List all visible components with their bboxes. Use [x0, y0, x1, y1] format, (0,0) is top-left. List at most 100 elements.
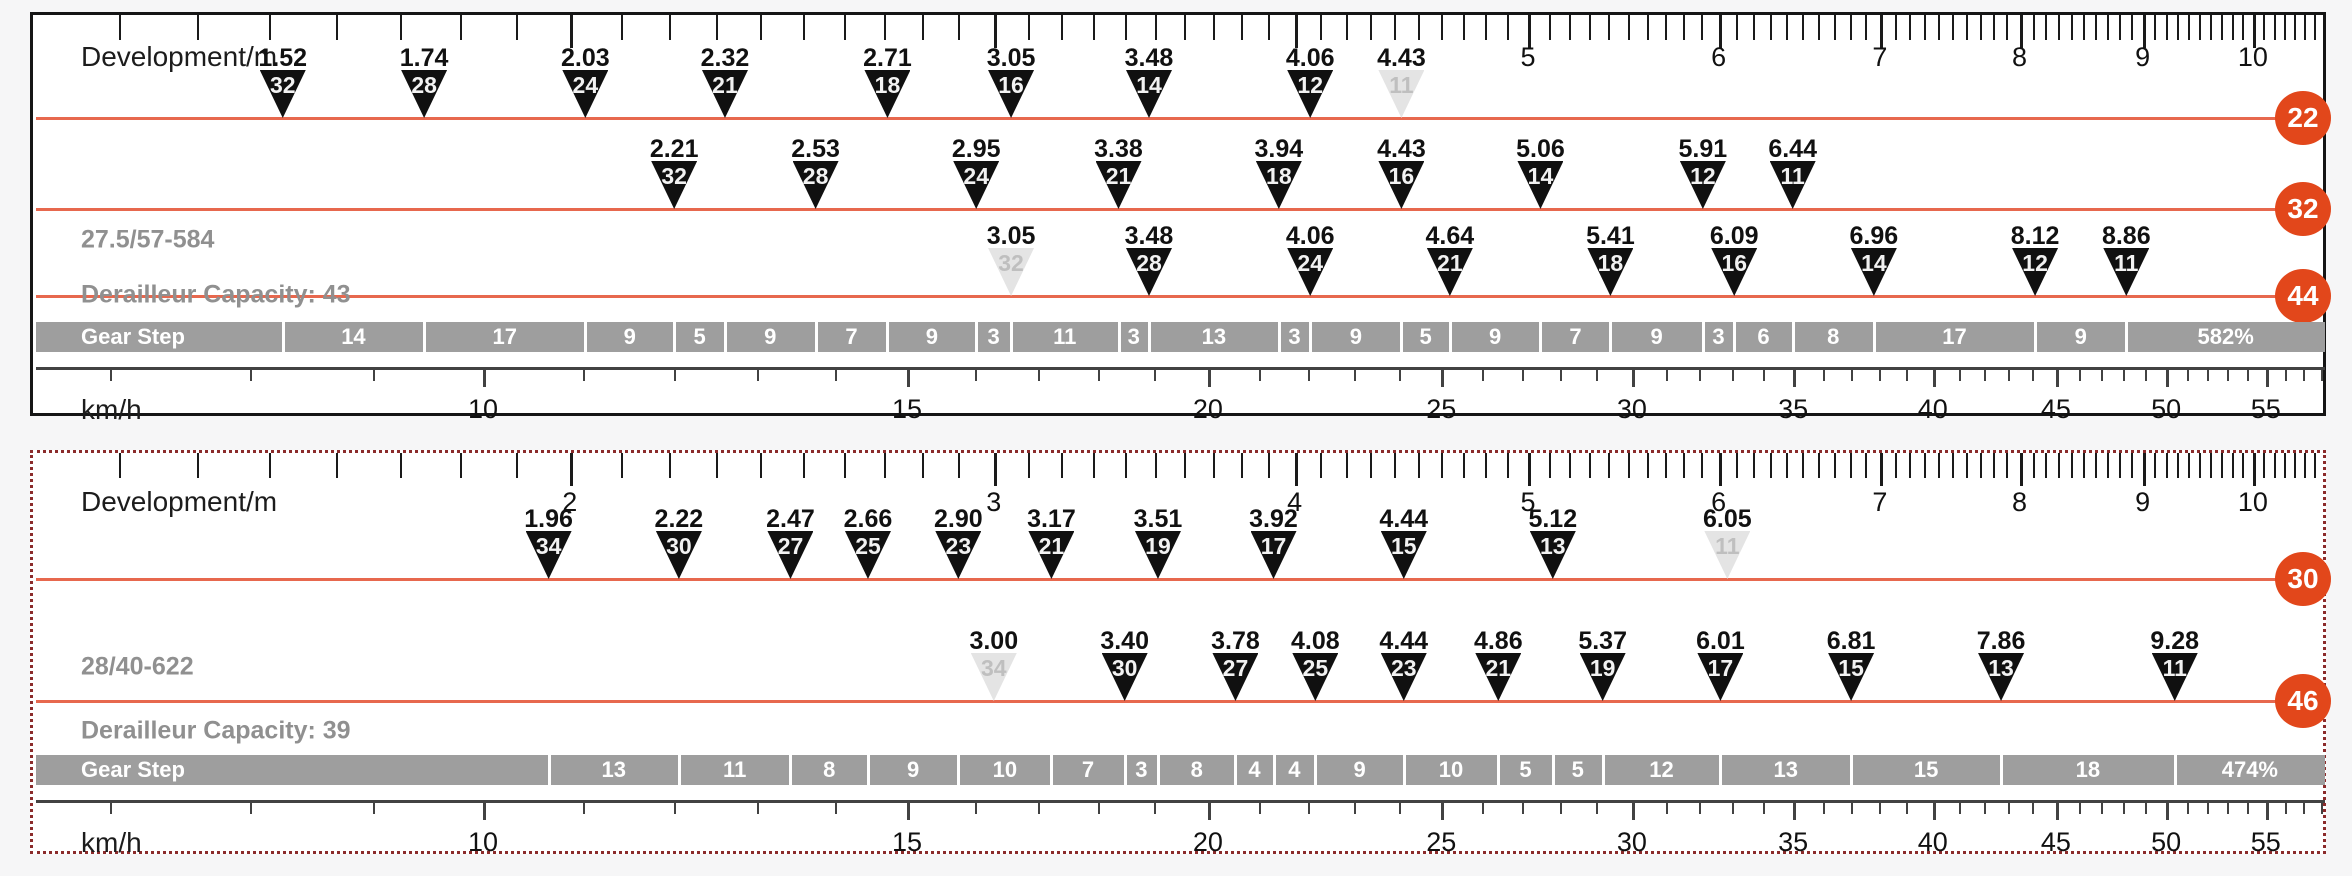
chainring-line: [36, 208, 2325, 211]
dev-axis-tick: [2165, 15, 2168, 40]
dev-axis-tick: [844, 15, 847, 40]
cog-teeth-label: 15: [1838, 655, 1864, 681]
gear-range-total: 582%: [2197, 324, 2254, 349]
gear-step-divider: [2034, 322, 2038, 352]
gear-range-total: 474%: [2221, 757, 2278, 782]
dev-axis-tick-label: 6: [1711, 487, 1727, 517]
gear-marker-triangle: 32: [651, 161, 698, 209]
gear-step-value: 9: [2074, 324, 2087, 349]
dev-axis-tick: [2188, 453, 2191, 478]
dev-axis-tick: [2165, 453, 2168, 478]
dev-axis-tick: [1979, 453, 1982, 478]
speed-tick-label: 35: [1778, 394, 1809, 424]
speed-axis-tick: [1398, 803, 1401, 814]
speed-axis-tick: [1037, 370, 1040, 381]
gear-step-divider: [1402, 755, 1406, 785]
dev-axis-tick: [2303, 453, 2306, 478]
gear-development-value: 3.78: [1211, 627, 1260, 655]
gear-development-value: 1.74: [399, 44, 449, 72]
dev-axis-tick: [2252, 453, 2256, 486]
gear-step-divider: [1010, 322, 1014, 352]
cog-teeth-label: 34: [980, 655, 1007, 681]
cog-teeth-label: 11: [1389, 72, 1414, 98]
gear-marker-triangle: 11: [1769, 161, 1816, 209]
speed-axis-tick: [2186, 803, 2189, 814]
gear-step-divider: [1497, 755, 1501, 785]
dev-axis-tick: [2188, 15, 2191, 40]
gear-marker-triangle: 25: [844, 531, 891, 579]
gear-marker-triangle: 18: [864, 70, 911, 118]
gear-development-value: 2.47: [766, 505, 815, 533]
speed-axis-tick: [1762, 370, 1765, 381]
cog-teeth-label: 19: [1589, 655, 1616, 681]
dev-axis-tick: [1802, 15, 1805, 40]
dev-axis-tick: [268, 15, 271, 40]
dev-axis-tick: [1701, 15, 1704, 40]
gear-development-value: 3.92: [1249, 505, 1298, 533]
gear-marker-triangle: 32: [988, 248, 1035, 296]
speed-axis-tick: [2284, 370, 2287, 381]
gear-development-value: 2.32: [700, 44, 750, 72]
dev-axis-tick: [1683, 453, 1686, 478]
dev-axis-tick: [1627, 15, 1630, 40]
dev-axis-tick: [715, 15, 718, 40]
dev-axis-tick: [1061, 453, 1064, 478]
dev-axis-tick: [1028, 453, 1031, 478]
speed-axis-tick: [2032, 803, 2035, 814]
dev-axis-tick: [1394, 15, 1397, 40]
cog-teeth-label: 30: [1111, 655, 1138, 681]
dev-axis-tick: [516, 453, 519, 478]
cog-teeth-label: 11: [1780, 163, 1805, 189]
dev-axis-tick: [2131, 15, 2133, 40]
dev-axis-tick: [2082, 453, 2085, 478]
dev-axis-tick: [1909, 15, 1912, 40]
dev-axis-tick: [958, 15, 961, 40]
gear-marker-triangle: 30: [655, 531, 702, 579]
dev-axis-tick: [2313, 453, 2316, 478]
cog-teeth-label: 30: [666, 533, 692, 559]
dev-axis-tick: [1769, 453, 1772, 478]
cog-teeth-label: 17: [1260, 533, 1287, 559]
speed-axis-tick: [1666, 370, 1669, 381]
gear-step-value: 4: [1248, 757, 1261, 782]
dev-axis-tick: [2045, 15, 2048, 40]
dev-axis-tick: [1370, 15, 1373, 40]
dev-axis-tick: [1752, 453, 1755, 478]
gear-development-value: 3.51: [1133, 505, 1183, 533]
gear-development-value: 2.71: [863, 44, 912, 72]
gear-marker-triangle: 28: [792, 161, 839, 209]
dev-axis-tick-label: 7: [1872, 487, 1888, 517]
cog-teeth-label: 32: [269, 72, 296, 98]
dev-axis-tick: [883, 453, 886, 478]
gear-marker-triangle: 12: [2012, 248, 2059, 296]
gear-marker-triangle: 23: [1380, 653, 1427, 701]
cog-teeth-label: 14: [1861, 250, 1887, 276]
speed-axis-tick: [1258, 803, 1261, 814]
gear-development-value: 5.06: [1516, 135, 1565, 163]
gear-development-value: 1.52: [258, 44, 308, 72]
gear-development-value: 3.17: [1027, 505, 1076, 533]
gear-step-divider: [423, 322, 427, 352]
dev-axis-tick: [1240, 15, 1243, 40]
gear-step-divider: [673, 322, 677, 352]
speed-axis-title: km/h: [81, 827, 142, 858]
dev-axis-tick: [921, 453, 924, 478]
dev-axis-tick: [1665, 15, 1668, 40]
speed-axis-tick: [1631, 370, 1635, 387]
dev-axis-tick-label: 9: [2135, 487, 2151, 517]
gear-development-value: 3.05: [986, 44, 1036, 72]
gear-step-divider: [1148, 322, 1151, 352]
gear-step-divider: [1872, 322, 1876, 352]
speed-axis-tick: [2303, 370, 2306, 381]
gear-step-value: 9: [764, 324, 777, 349]
dev-axis-tick: [2154, 15, 2157, 40]
gear-step-value: 14: [341, 324, 366, 349]
gear-development-value: 7.86: [1976, 627, 2026, 655]
dev-axis-tick: [2019, 453, 2023, 486]
gear-step-value: 18: [2075, 757, 2101, 782]
speed-axis-tick: [1307, 803, 1310, 814]
gear-step-value: 5: [1419, 324, 1432, 349]
dev-axis-tick-label: 10: [2237, 42, 2268, 72]
dev-axis-tick: [1718, 453, 1722, 486]
gear-development-value: 2.03: [560, 44, 610, 72]
